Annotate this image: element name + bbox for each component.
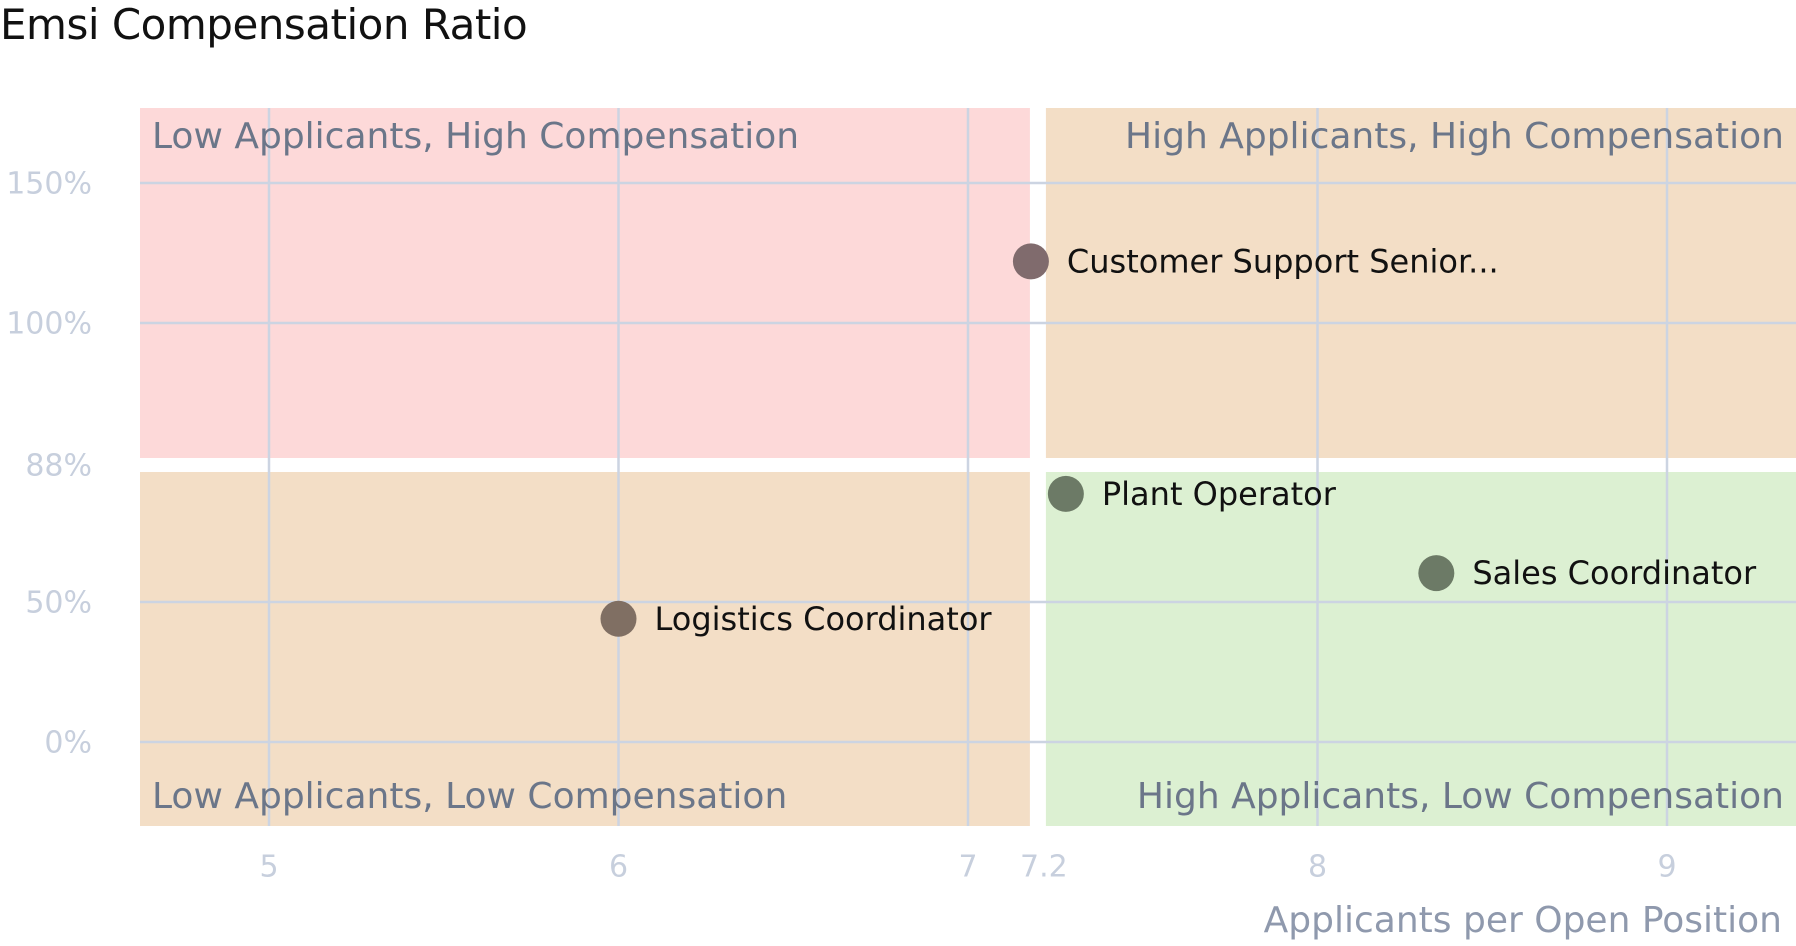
data-point[interactable] <box>1012 243 1049 280</box>
quadrant-bottom-left <box>140 472 1030 826</box>
quadrant-top-left <box>140 108 1030 458</box>
y-tick-label: 100% <box>6 307 92 342</box>
quadrant-label-top-right: High Applicants, High Compensation <box>1125 116 1784 157</box>
x-tick-label: 6 <box>609 850 628 885</box>
x-tick-label: 5 <box>259 850 278 885</box>
quadrant-bottom-right <box>1045 472 1796 826</box>
quadrant-label-bottom-right: High Applicants, Low Compensation <box>1137 776 1784 817</box>
x-tick-label: 8 <box>1308 850 1327 885</box>
quadrant-top-right <box>1045 108 1796 458</box>
x-axis-label: Applicants per Open Position <box>1264 900 1782 941</box>
quadrant-label-bottom-left: Low Applicants, Low Compensation <box>152 776 787 817</box>
data-point[interactable] <box>1418 555 1455 592</box>
data-point[interactable] <box>1047 475 1084 512</box>
data-point-label: Sales Coordinator <box>1472 554 1757 592</box>
data-point-label: Logistics Coordinator <box>655 600 993 638</box>
data-point-label: Customer Support Senior... <box>1067 242 1499 280</box>
data-point[interactable] <box>600 600 637 637</box>
y-tick-label: 0% <box>44 726 92 761</box>
x-tick-label: 7 <box>958 850 977 885</box>
data-point-label: Plant Operator <box>1102 475 1337 513</box>
x-tick-label: 7.2 <box>1020 850 1068 885</box>
y-tick-label: 50% <box>25 586 92 621</box>
quadrant-label-top-left: Low Applicants, High Compensation <box>152 116 799 157</box>
y-tick-label: 150% <box>6 167 92 202</box>
chart-title: Emsi Compensation Ratio <box>0 0 528 49</box>
y-tick-label: 88% <box>25 449 92 484</box>
x-tick-label: 9 <box>1657 850 1676 885</box>
